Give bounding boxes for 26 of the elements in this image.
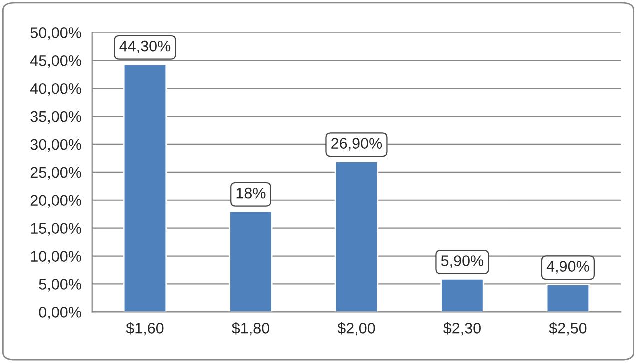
x-tick-label: $1,80 — [232, 322, 270, 336]
x-tick-label: $2,00 — [338, 322, 376, 336]
data-label: 4,90% — [546, 261, 590, 274]
data-label: 26,90% — [332, 138, 382, 151]
y-tick-label: 35,00% — [30, 111, 82, 124]
y-tick-label: 15,00% — [31, 223, 82, 236]
data-label: 18% — [236, 188, 266, 199]
bar — [229, 210, 273, 312]
bar — [334, 161, 379, 312]
y-tick-label: 30,00% — [30, 139, 82, 152]
bar — [546, 284, 590, 312]
bar — [123, 64, 168, 312]
y-tick-label: 40,00% — [30, 83, 82, 96]
y-tick-label: 0,00% — [39, 307, 82, 320]
data-label: 5,90% — [441, 256, 484, 268]
y-tick-label: 5,00% — [39, 279, 82, 292]
bar — [440, 278, 484, 312]
y-tick-label: 25,00% — [30, 167, 82, 180]
data-label: 44,30% — [120, 40, 171, 54]
y-tick-label: 50,00% — [30, 28, 82, 40]
x-tick-label: $2,30 — [444, 322, 481, 336]
x-tick-label: $1,60 — [126, 322, 164, 336]
x-tick-label: $2,50 — [549, 322, 587, 336]
y-tick-label: 10,00% — [31, 251, 82, 264]
y-tick-label: 45,00% — [30, 55, 82, 68]
y-tick-label: 20,00% — [30, 195, 82, 208]
